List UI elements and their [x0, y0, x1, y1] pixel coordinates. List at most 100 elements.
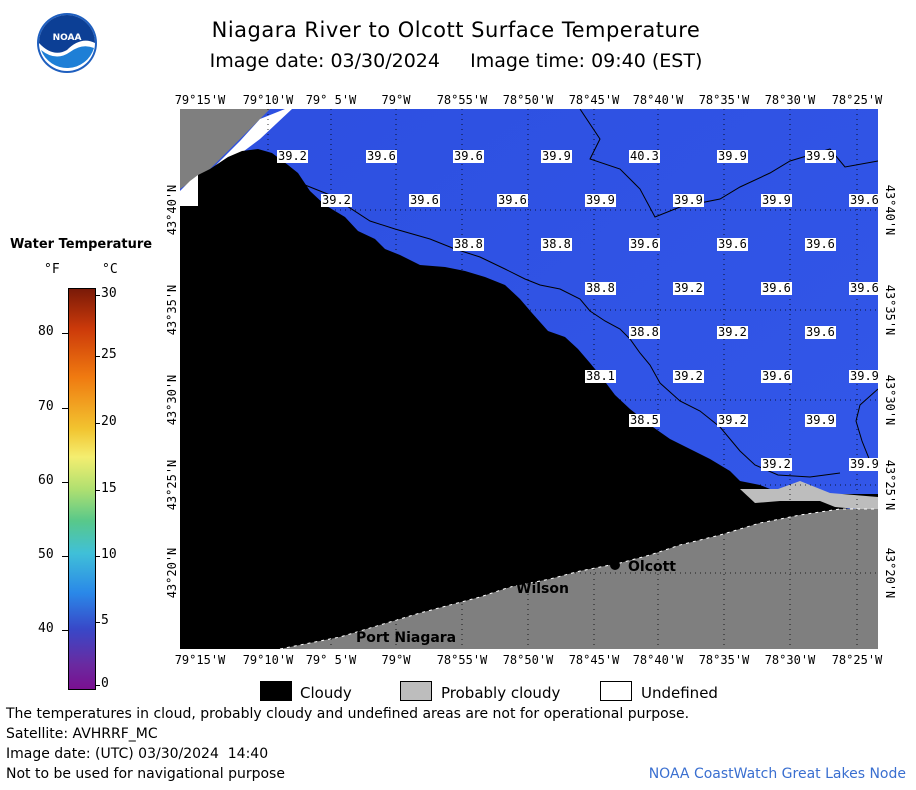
temperature-value: 39.6 [849, 281, 878, 295]
fahrenheit-tick: 50 [38, 547, 54, 562]
lon-label-top: 79°W [381, 93, 411, 107]
disclaimer-text: The temperatures in cloud, probably clou… [6, 706, 690, 722]
lon-label-top: 78°50'W [502, 93, 554, 107]
satellite-text: Satellite: AVHRRF_MC [6, 726, 158, 742]
temperature-value: 38.8 [453, 237, 484, 251]
colorbar-gradient [68, 288, 96, 690]
lat-label-left: 43°20'N [165, 547, 179, 599]
celsius-tick: 10 [101, 547, 117, 562]
temperature-map: 39.2 39.6 39.6 39.9 40.3 39.9 39.9 39.2 39.6 39.6… [180, 109, 878, 649]
cloudy-label: Cloudy [300, 684, 352, 702]
celsius-tick: 20 [101, 414, 117, 429]
lon-label-top: 78°40'W [632, 93, 684, 107]
temperature-value: 39.9 [673, 193, 704, 207]
port-niagara-label: Port Niagara [356, 630, 457, 646]
temperature-value: 39.6 [409, 193, 440, 207]
image-date-line: Image date: 03/30/2024 Image time: 09:40… [209, 50, 703, 72]
temperature-value: 39.6 [453, 149, 484, 163]
temperature-value: 39.2 [277, 149, 308, 163]
fahrenheit-tick: 40 [38, 621, 54, 636]
fahrenheit-tick-mark [62, 482, 68, 483]
temperature-value: 39.2 [717, 413, 748, 427]
probably-cloudy-area [740, 481, 878, 511]
olcott-label: Olcott [628, 559, 677, 575]
fahrenheit-tick-mark [62, 556, 68, 557]
probably-cloudy-swatch [400, 681, 432, 701]
temperature-value: 39.6 [761, 369, 792, 383]
temperature-value: 38.8 [585, 281, 616, 295]
probably-cloudy-label: Probably cloudy [441, 684, 561, 702]
utc-date-text: Image date: (UTC) 03/30/2024 14:40 [6, 746, 269, 762]
temperature-value: 39.2 [673, 369, 704, 383]
temperature-value: 39.9 [761, 193, 792, 207]
lon-label-bottom: 79°10'W [242, 653, 294, 667]
temperature-value: 39.6 [629, 237, 660, 251]
temperature-value: 39.6 [717, 237, 748, 251]
lat-label-right: 43°25'N [883, 459, 897, 511]
temperature-value: 39.6 [761, 281, 792, 295]
celsius-tick-mark [95, 685, 100, 686]
wilson-marker [502, 578, 512, 588]
cloudy-swatch [260, 681, 292, 701]
lon-label-bottom: 78°30'W [764, 653, 816, 667]
celsius-tick: 25 [101, 347, 117, 362]
lon-label-top: 79°10'W [242, 93, 294, 107]
temperature-value: 39.9 [541, 149, 572, 163]
noaa-logo-text: NOAA [53, 33, 82, 43]
lat-label-right: 43°30'N [883, 374, 897, 426]
celsius-tick-mark [95, 556, 100, 557]
celsius-tick: 30 [101, 286, 117, 301]
celsius-tick-mark [95, 490, 100, 491]
fahrenheit-tick-mark [62, 333, 68, 334]
lat-label-left: 43°40'N [165, 184, 179, 236]
lon-label-bottom: 79° 5'W [305, 653, 357, 667]
undefined-strip [210, 109, 292, 171]
navigation-warning: Not to be used for navigational purpose [6, 766, 285, 782]
lon-label-top: 79°15'W [174, 93, 226, 107]
celsius-tick-mark [95, 356, 100, 357]
temperature-value: 40.3 [629, 149, 660, 163]
lon-label-bottom: 78°40'W [632, 653, 684, 667]
lon-label-top: 78°35'W [698, 93, 750, 107]
temperature-value: 39.6 [366, 149, 397, 163]
temperature-value: 38.1 [585, 369, 616, 383]
lon-label-bottom: 78°35'W [698, 653, 750, 667]
undefined-area-west [180, 175, 198, 206]
lat-label-left: 43°35'N [165, 284, 179, 336]
temperature-value: 39.6 [849, 193, 878, 207]
olcott-marker [610, 560, 620, 570]
lat-label-right: 43°35'N [883, 284, 897, 336]
lat-label-left: 43°30'N [165, 374, 179, 426]
temperature-value: 39.9 [849, 457, 878, 471]
lon-label-top: 78°55'W [436, 93, 488, 107]
temperature-value: 39.2 [761, 457, 792, 471]
page-title: Niagara River to Olcott Surface Temperat… [211, 18, 701, 42]
fahrenheit-tick-mark [62, 630, 68, 631]
temperature-value: 39.6 [805, 325, 836, 339]
lat-label-right: 43°40'N [883, 184, 897, 236]
lon-label-bottom: 79°15'W [174, 653, 226, 667]
colorbar-title: Water Temperature [10, 237, 153, 252]
temperature-value: 39.9 [849, 369, 878, 383]
lon-label-bottom: 78°25'W [831, 653, 883, 667]
isotherm-contour [239, 158, 841, 478]
celsius-tick: 5 [101, 613, 109, 628]
undefined-label: Undefined [641, 684, 718, 702]
lon-label-bottom: 79°W [381, 653, 411, 667]
unit-celsius: °C [102, 262, 118, 277]
fahrenheit-tick-mark [62, 408, 68, 409]
temperature-value: 38.8 [629, 325, 660, 339]
temperature-value: 39.2 [717, 325, 748, 339]
fahrenheit-tick: 80 [38, 324, 54, 339]
celsius-tick-mark [95, 423, 100, 424]
temperature-value: 39.9 [805, 413, 836, 427]
celsius-tick-mark [95, 622, 100, 623]
temperature-value: 39.9 [717, 149, 748, 163]
lon-label-top: 79° 5'W [305, 93, 357, 107]
cloud-area [180, 149, 878, 649]
lon-label-bottom: 78°45'W [568, 653, 620, 667]
temperature-value: 39.2 [321, 193, 352, 207]
fahrenheit-tick: 70 [38, 399, 54, 414]
temperature-value: 39.2 [673, 281, 704, 295]
lon-label-top: 78°25'W [831, 93, 883, 107]
